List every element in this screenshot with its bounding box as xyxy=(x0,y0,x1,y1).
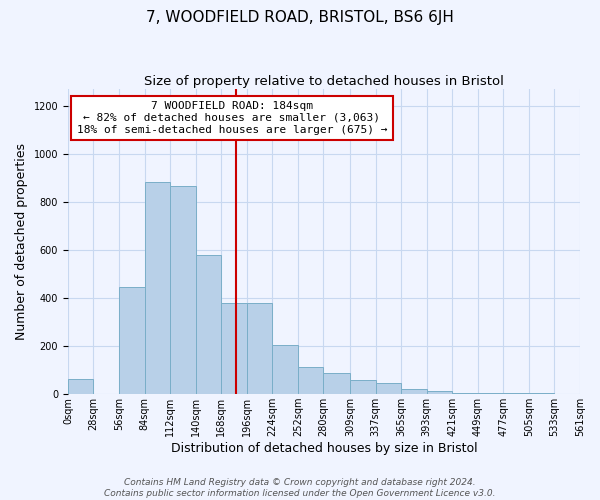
Bar xyxy=(323,372,350,394)
Bar xyxy=(478,393,503,394)
Bar xyxy=(145,182,170,394)
Bar xyxy=(272,345,298,394)
Bar xyxy=(221,303,247,394)
Bar xyxy=(298,366,323,394)
Text: 7, WOODFIELD ROAD, BRISTOL, BS6 6JH: 7, WOODFIELD ROAD, BRISTOL, BS6 6JH xyxy=(146,10,454,25)
Bar xyxy=(196,255,221,394)
Text: 7 WOODFIELD ROAD: 184sqm
← 82% of detached houses are smaller (3,063)
18% of sem: 7 WOODFIELD ROAD: 184sqm ← 82% of detach… xyxy=(77,102,387,134)
Title: Size of property relative to detached houses in Bristol: Size of property relative to detached ho… xyxy=(144,75,504,88)
Bar xyxy=(376,384,401,394)
Bar xyxy=(170,186,196,394)
Bar xyxy=(427,390,452,394)
Bar xyxy=(350,380,376,394)
X-axis label: Distribution of detached houses by size in Bristol: Distribution of detached houses by size … xyxy=(170,442,477,455)
Bar xyxy=(452,393,478,394)
Bar xyxy=(68,378,94,394)
Y-axis label: Number of detached properties: Number of detached properties xyxy=(15,143,28,340)
Bar xyxy=(247,303,272,394)
Bar xyxy=(503,393,529,394)
Text: Contains HM Land Registry data © Crown copyright and database right 2024.
Contai: Contains HM Land Registry data © Crown c… xyxy=(104,478,496,498)
Bar xyxy=(119,288,145,394)
Bar xyxy=(401,390,427,394)
